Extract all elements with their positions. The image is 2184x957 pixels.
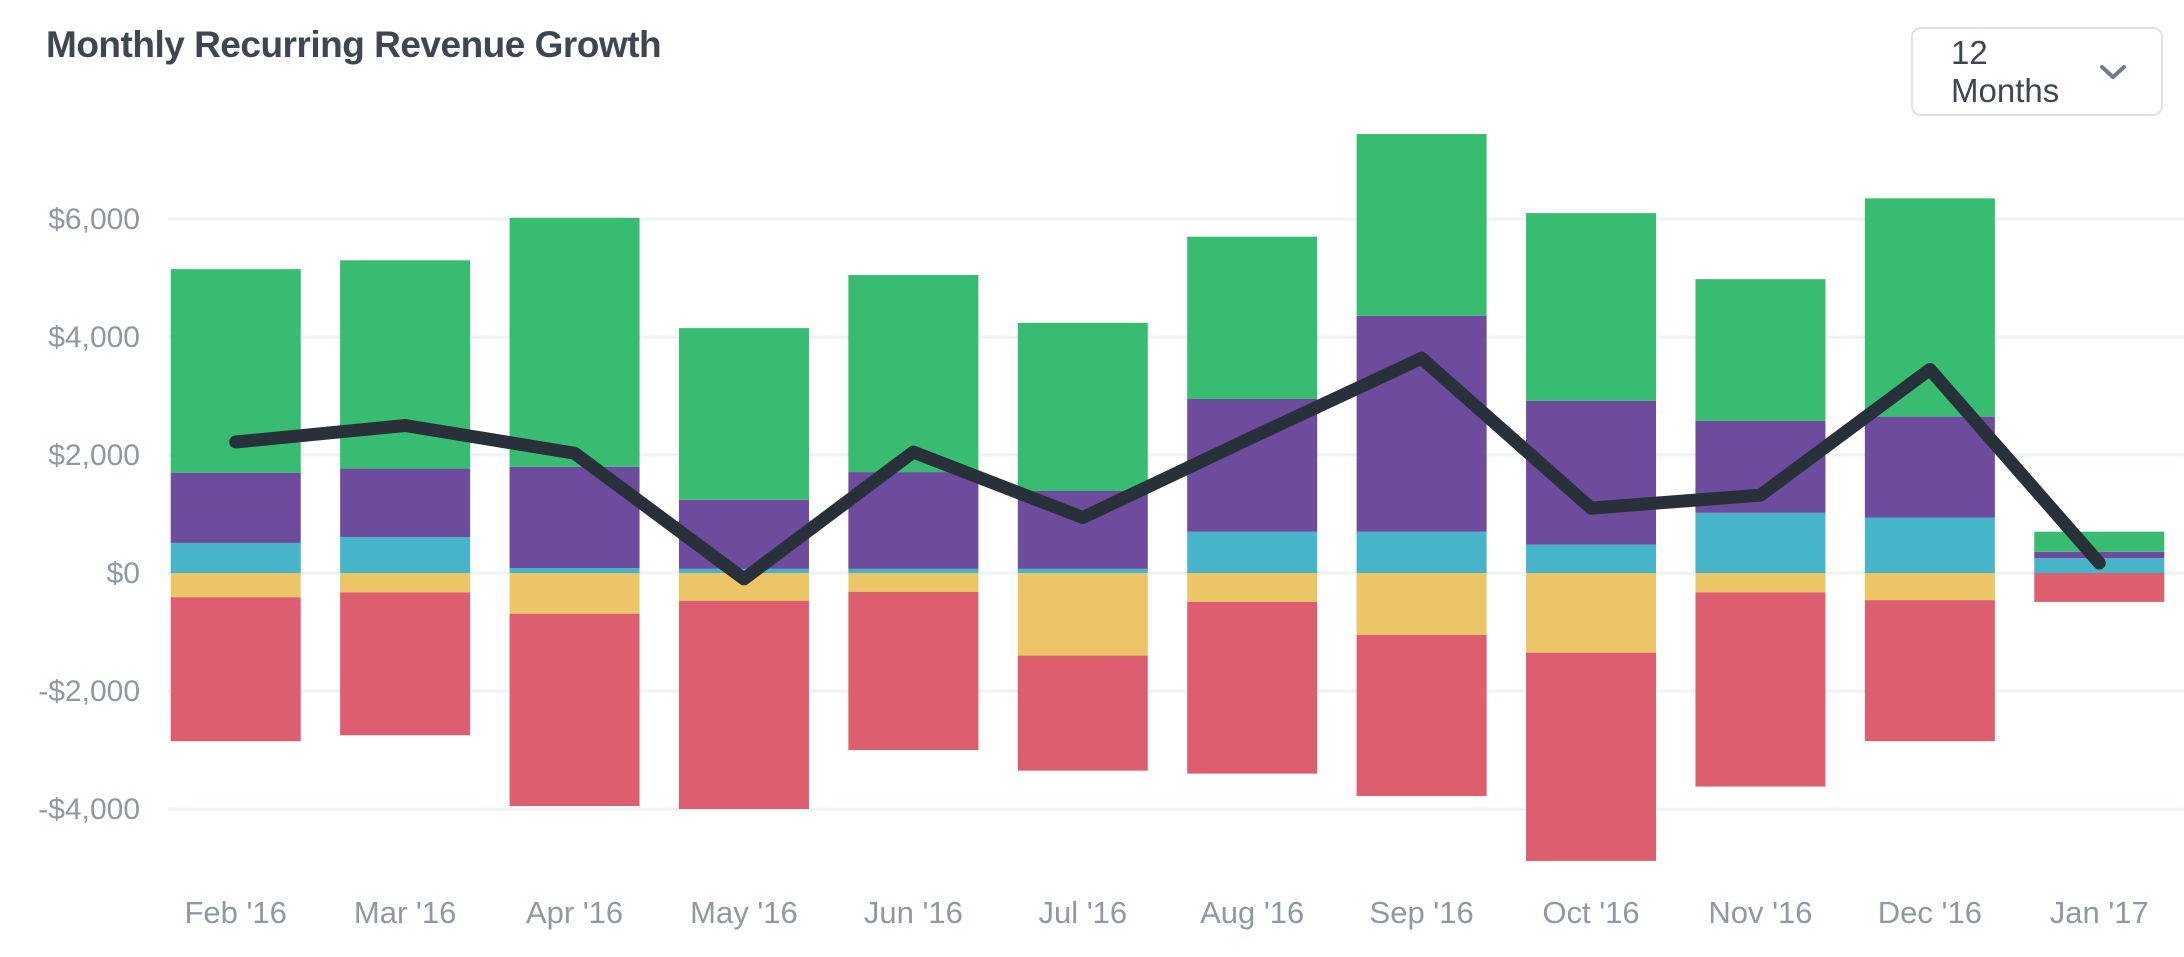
bar-segment-yellow[interactable] bbox=[1356, 573, 1487, 635]
x-axis-label: Sep '16 bbox=[1370, 895, 1474, 930]
x-axis-label: Feb '16 bbox=[184, 895, 286, 930]
bar-segment-red[interactable] bbox=[170, 597, 301, 742]
chart-title: Monthly Recurring Revenue Growth bbox=[46, 24, 662, 65]
bar-segment-yellow[interactable] bbox=[848, 573, 979, 592]
net-growth-line bbox=[229, 351, 2106, 586]
bar-segment-teal[interactable] bbox=[1017, 568, 1148, 573]
bar-segment-yellow[interactable] bbox=[1864, 573, 1995, 601]
y-axis-label: -$2,000 bbox=[38, 675, 140, 708]
time-range-value: 12 Months bbox=[1951, 33, 2060, 109]
bar-segment-red[interactable] bbox=[678, 600, 809, 809]
bar-segment-teal[interactable] bbox=[1187, 531, 1318, 573]
chart-header: Monthly Recurring Revenue Growth 12 Mont… bbox=[0, 0, 2184, 120]
bar-segment-green[interactable] bbox=[678, 328, 809, 500]
bar-segment-green[interactable] bbox=[2034, 531, 2165, 552]
x-axis-label: Nov '16 bbox=[1708, 895, 1812, 930]
bar-segment-purple[interactable] bbox=[170, 472, 301, 543]
x-axis-label: Oct '16 bbox=[1542, 895, 1639, 930]
bar-segment-teal[interactable] bbox=[1864, 517, 1995, 573]
bar-segment-red[interactable] bbox=[848, 591, 979, 750]
x-axis-label: Dec '16 bbox=[1878, 895, 1982, 930]
time-range-select[interactable]: 12 Months bbox=[1911, 27, 2163, 116]
bar-segment-red[interactable] bbox=[340, 592, 471, 736]
x-axis-label: Jun '16 bbox=[864, 895, 963, 930]
y-axis-label: $2,000 bbox=[48, 439, 140, 472]
y-axis-label: -$4,000 bbox=[38, 793, 140, 826]
bar-segment-teal[interactable] bbox=[1356, 531, 1487, 573]
y-axis-label: $0 bbox=[107, 557, 140, 590]
x-axis-label: Jul '16 bbox=[1038, 895, 1127, 930]
bar-segment-red[interactable] bbox=[509, 613, 640, 807]
bar-segment-yellow[interactable] bbox=[1695, 573, 1826, 593]
bar-segment-green[interactable] bbox=[1187, 236, 1318, 399]
bar-segment-green[interactable] bbox=[1017, 322, 1148, 491]
bar-segment-green[interactable] bbox=[1356, 134, 1487, 316]
x-axis-label: Apr '16 bbox=[526, 895, 623, 930]
bar-segment-red[interactable] bbox=[1526, 652, 1657, 861]
bar-segment-teal[interactable] bbox=[848, 568, 979, 573]
bar-segment-green[interactable] bbox=[1526, 213, 1657, 401]
bar-segment-red[interactable] bbox=[1187, 601, 1318, 774]
x-axis-label: Jan '17 bbox=[2050, 895, 2149, 930]
x-axis-label: May '16 bbox=[690, 895, 798, 930]
bar-segment-red[interactable] bbox=[1695, 592, 1826, 787]
bar-segment-red[interactable] bbox=[2034, 573, 2165, 602]
bar-segment-green[interactable] bbox=[509, 217, 640, 467]
bar-segment-green[interactable] bbox=[848, 275, 979, 473]
bar-segment-green[interactable] bbox=[1864, 198, 1995, 417]
bar-segment-yellow[interactable] bbox=[1187, 573, 1318, 602]
bar-segment-green[interactable] bbox=[1695, 279, 1826, 421]
chevron-down-icon bbox=[2100, 64, 2126, 79]
bar-segment-red[interactable] bbox=[1864, 600, 1995, 742]
bar-segment-purple[interactable] bbox=[1356, 315, 1487, 532]
y-axis-label: $6,000 bbox=[48, 203, 140, 236]
bar-segment-teal[interactable] bbox=[1526, 544, 1657, 573]
x-axis-label: Aug '16 bbox=[1200, 895, 1304, 930]
bar-segment-yellow[interactable] bbox=[170, 573, 301, 598]
bar-segment-purple[interactable] bbox=[678, 499, 809, 569]
bar-segment-teal[interactable] bbox=[509, 567, 640, 573]
bar-segment-yellow[interactable] bbox=[340, 573, 471, 593]
bar-segment-yellow[interactable] bbox=[509, 573, 640, 614]
bar-segment-red[interactable] bbox=[1356, 634, 1487, 797]
y-axis-label: $4,000 bbox=[48, 321, 140, 354]
bar-segment-purple[interactable] bbox=[1864, 416, 1995, 518]
bar-segment-purple[interactable] bbox=[340, 468, 471, 538]
bar-segment-yellow[interactable] bbox=[1017, 573, 1148, 656]
bar-segment-teal[interactable] bbox=[1695, 512, 1826, 573]
bar-segment-yellow[interactable] bbox=[1526, 573, 1657, 653]
bar-segment-teal[interactable] bbox=[340, 537, 471, 573]
bar-segment-teal[interactable] bbox=[170, 542, 301, 573]
x-axis-label: Mar '16 bbox=[354, 895, 456, 930]
bar-segment-red[interactable] bbox=[1017, 655, 1148, 771]
